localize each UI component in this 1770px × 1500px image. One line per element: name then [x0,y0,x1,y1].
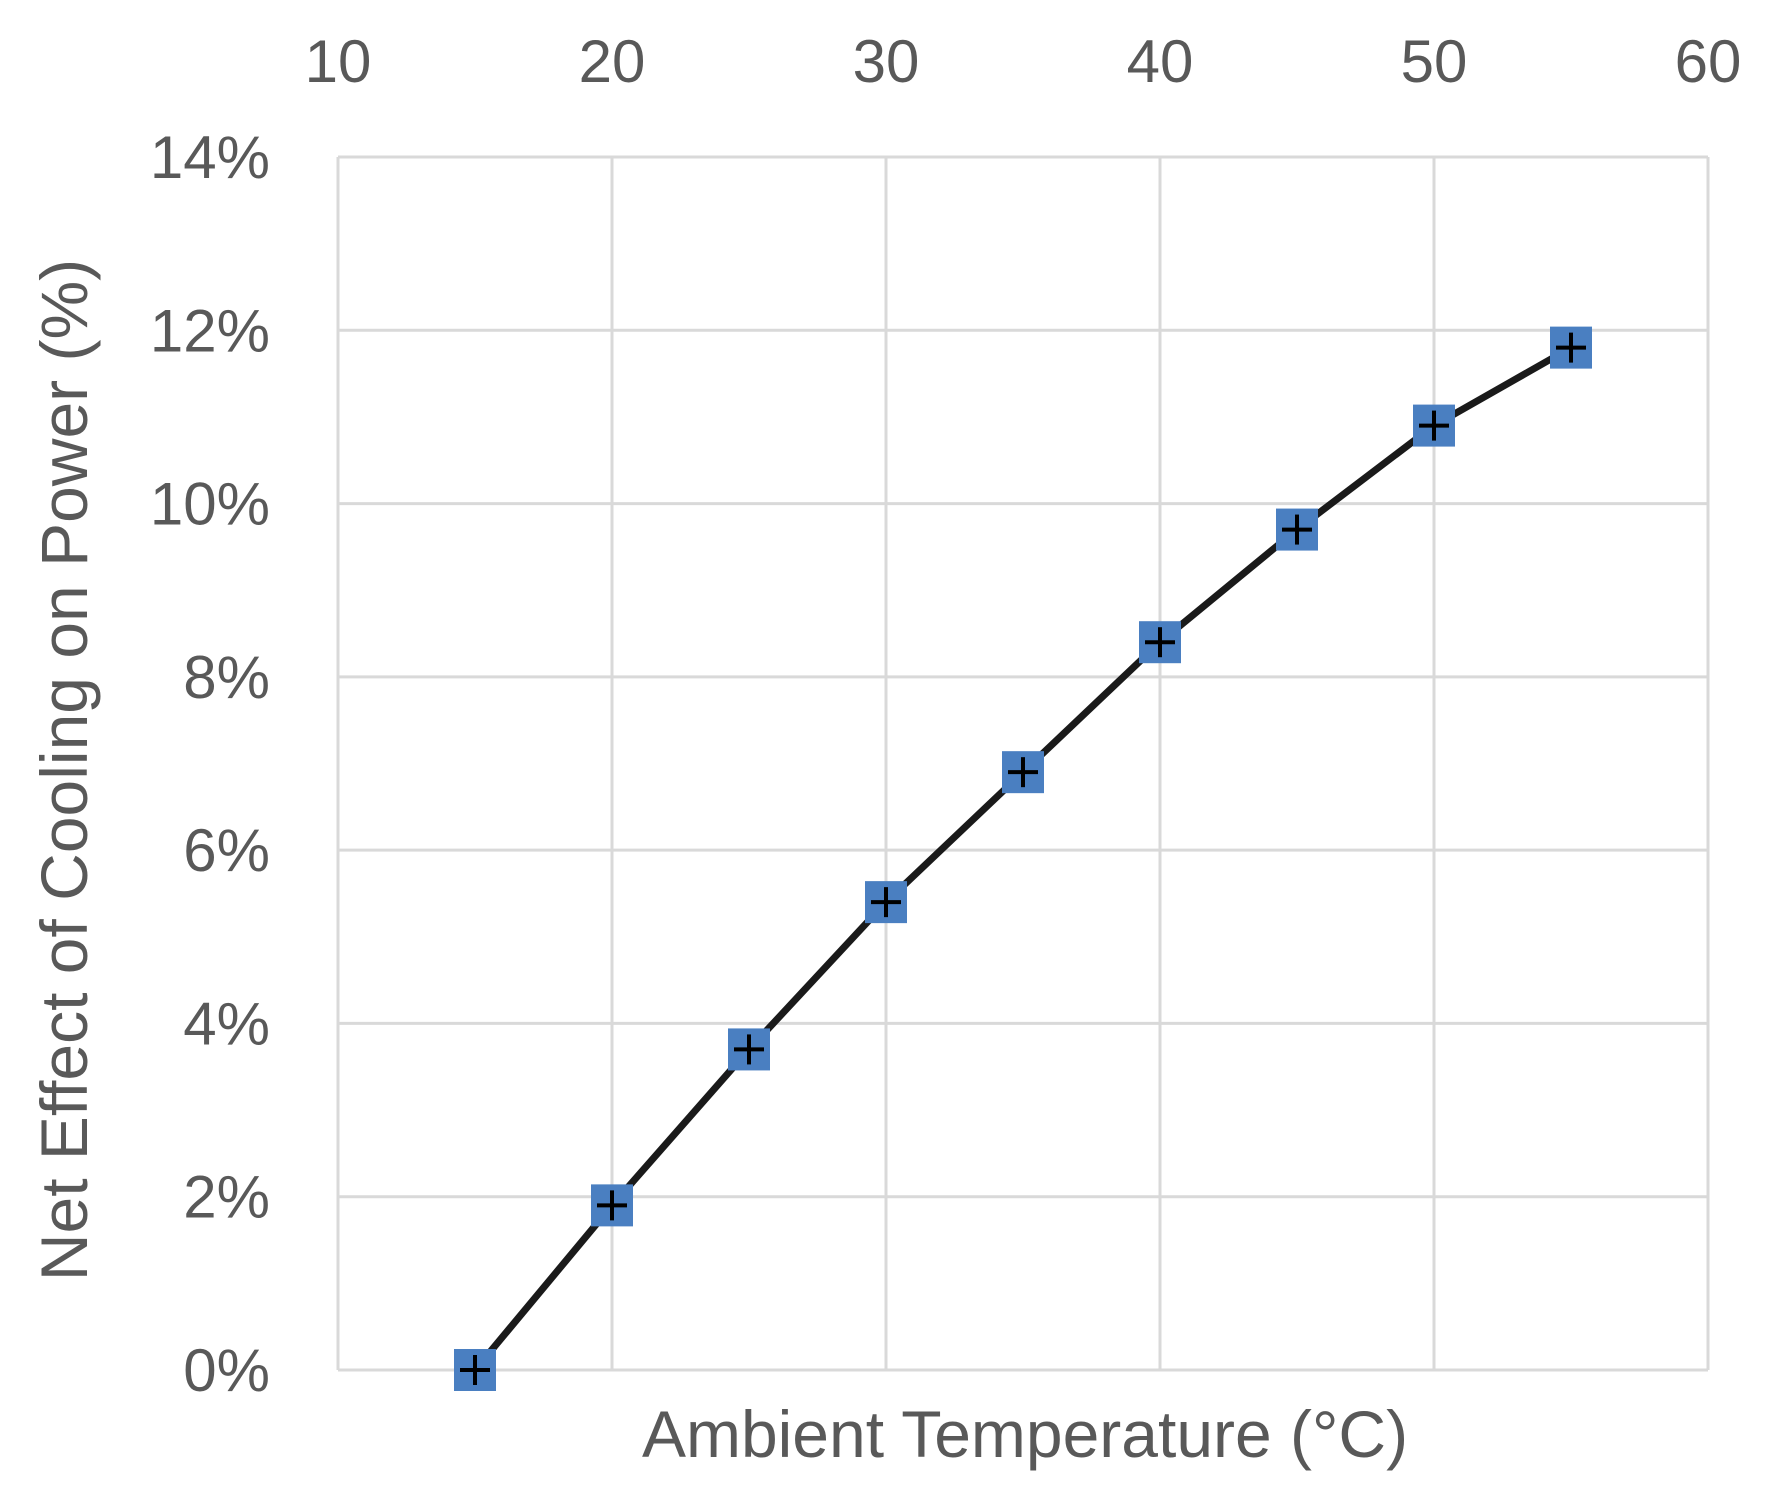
y-tick-label: 12% [150,297,270,364]
data-point [1413,404,1455,447]
y-tick-label: 14% [150,124,270,191]
y-tick-label: 4% [183,990,270,1057]
y-tick-label: 2% [183,1164,270,1231]
y-tick-labels: 0% 2% 4% 6% 8% 10% 12% 14% [150,124,270,1404]
x-tick-labels: 10 20 30 40 50 60 [305,28,1742,95]
grid-lines [336,155,1710,1372]
y-tick-label: 8% [183,644,270,711]
x-tick-label: 30 [853,28,920,95]
y-tick-label: 10% [150,471,270,538]
y-tick-label: 6% [183,817,270,884]
data-point [591,1184,633,1227]
x-tick-label: 40 [1127,28,1194,95]
x-tick-label: 10 [305,28,372,95]
data-point [1550,326,1592,369]
data-point [1002,751,1044,794]
x-tick-label: 50 [1401,28,1468,95]
data-point [865,881,907,924]
y-axis-title: Net Effect of Cooling on Power (%) [27,259,101,1281]
x-axis-title: Ambient Temperature (°C) [642,1397,1408,1471]
data-point [1139,621,1181,664]
y-tick-label: 0% [183,1337,270,1404]
data-point [1276,508,1318,551]
data-point [454,1349,496,1391]
x-tick-label: 20 [579,28,646,95]
series-line [471,344,1575,1374]
data-point [728,1028,770,1071]
x-tick-label: 60 [1675,28,1742,95]
series-lines [471,344,1575,1374]
data-points [454,326,1592,1391]
